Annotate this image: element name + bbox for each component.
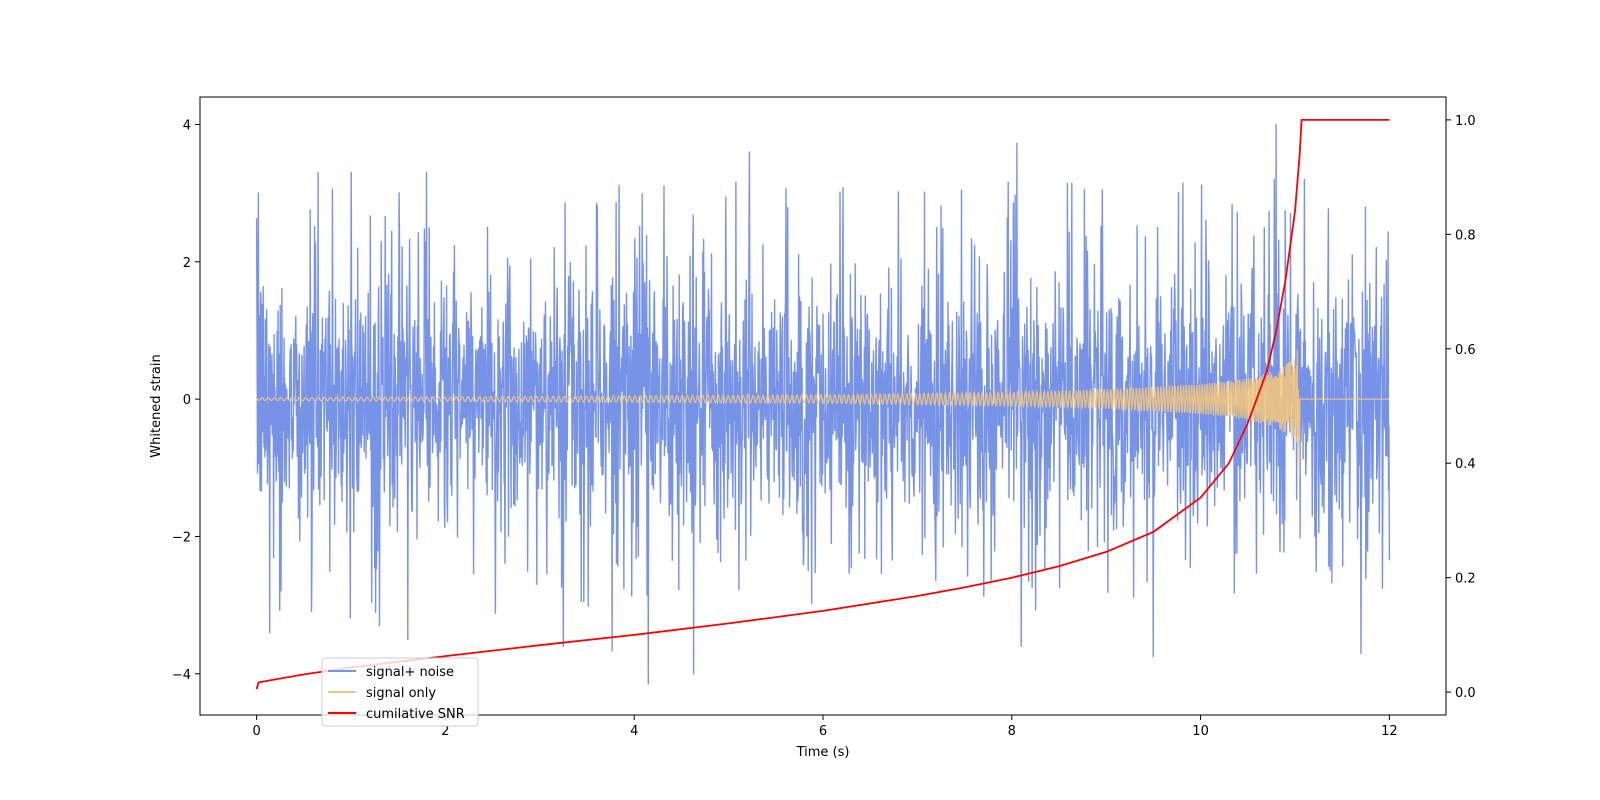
x-tick-label: 6	[819, 724, 827, 739]
legend: signal+ noise signal only cumilative SNR	[321, 657, 479, 727]
y2-tick-label: 1.0	[1455, 114, 1476, 129]
y2-tick-label: 0.4	[1455, 457, 1476, 472]
y2-tick-label: 0.2	[1455, 572, 1476, 587]
y-tick-label: 2	[183, 256, 191, 271]
x-tick-label: 0	[252, 724, 260, 739]
legend-box	[321, 657, 479, 727]
y2-tick-label: 0.6	[1455, 343, 1476, 358]
series-cumulative-snr	[255, 119, 1390, 690]
y-tick-label: 0	[183, 393, 191, 408]
x-tick-label: 4	[630, 724, 638, 739]
y2-tick-label: 0.8	[1455, 228, 1476, 243]
x-tick-label: 10	[1192, 724, 1209, 739]
y-axis-label: Whitened strain	[149, 354, 164, 457]
series-signal-noise	[255, 123, 1391, 685]
axis-ticks: 0 2 4 6 8 10 12 −4 −2 0 2 4 0.0 0.2 0.4 0.6 0.8 1.0	[172, 114, 1476, 739]
x-tick-label: 12	[1381, 724, 1398, 739]
x-tick-label: 8	[1008, 724, 1016, 739]
legend-label-signal-noise: signal+ noise	[366, 665, 454, 680]
x-axis-label: Time (s)	[796, 745, 850, 760]
y-tick-label: 4	[183, 118, 191, 133]
y2-tick-label: 0.0	[1455, 686, 1476, 701]
y-tick-label: −2	[172, 530, 191, 545]
legend-label-cumulative-snr: cumilative SNR	[366, 707, 465, 722]
plot-area	[255, 119, 1391, 690]
x-tick-label: 2	[441, 724, 449, 739]
y-tick-label: −4	[172, 668, 191, 683]
legend-label-signal-only: signal only	[366, 686, 436, 701]
series-signal-only	[256, 349, 1390, 477]
